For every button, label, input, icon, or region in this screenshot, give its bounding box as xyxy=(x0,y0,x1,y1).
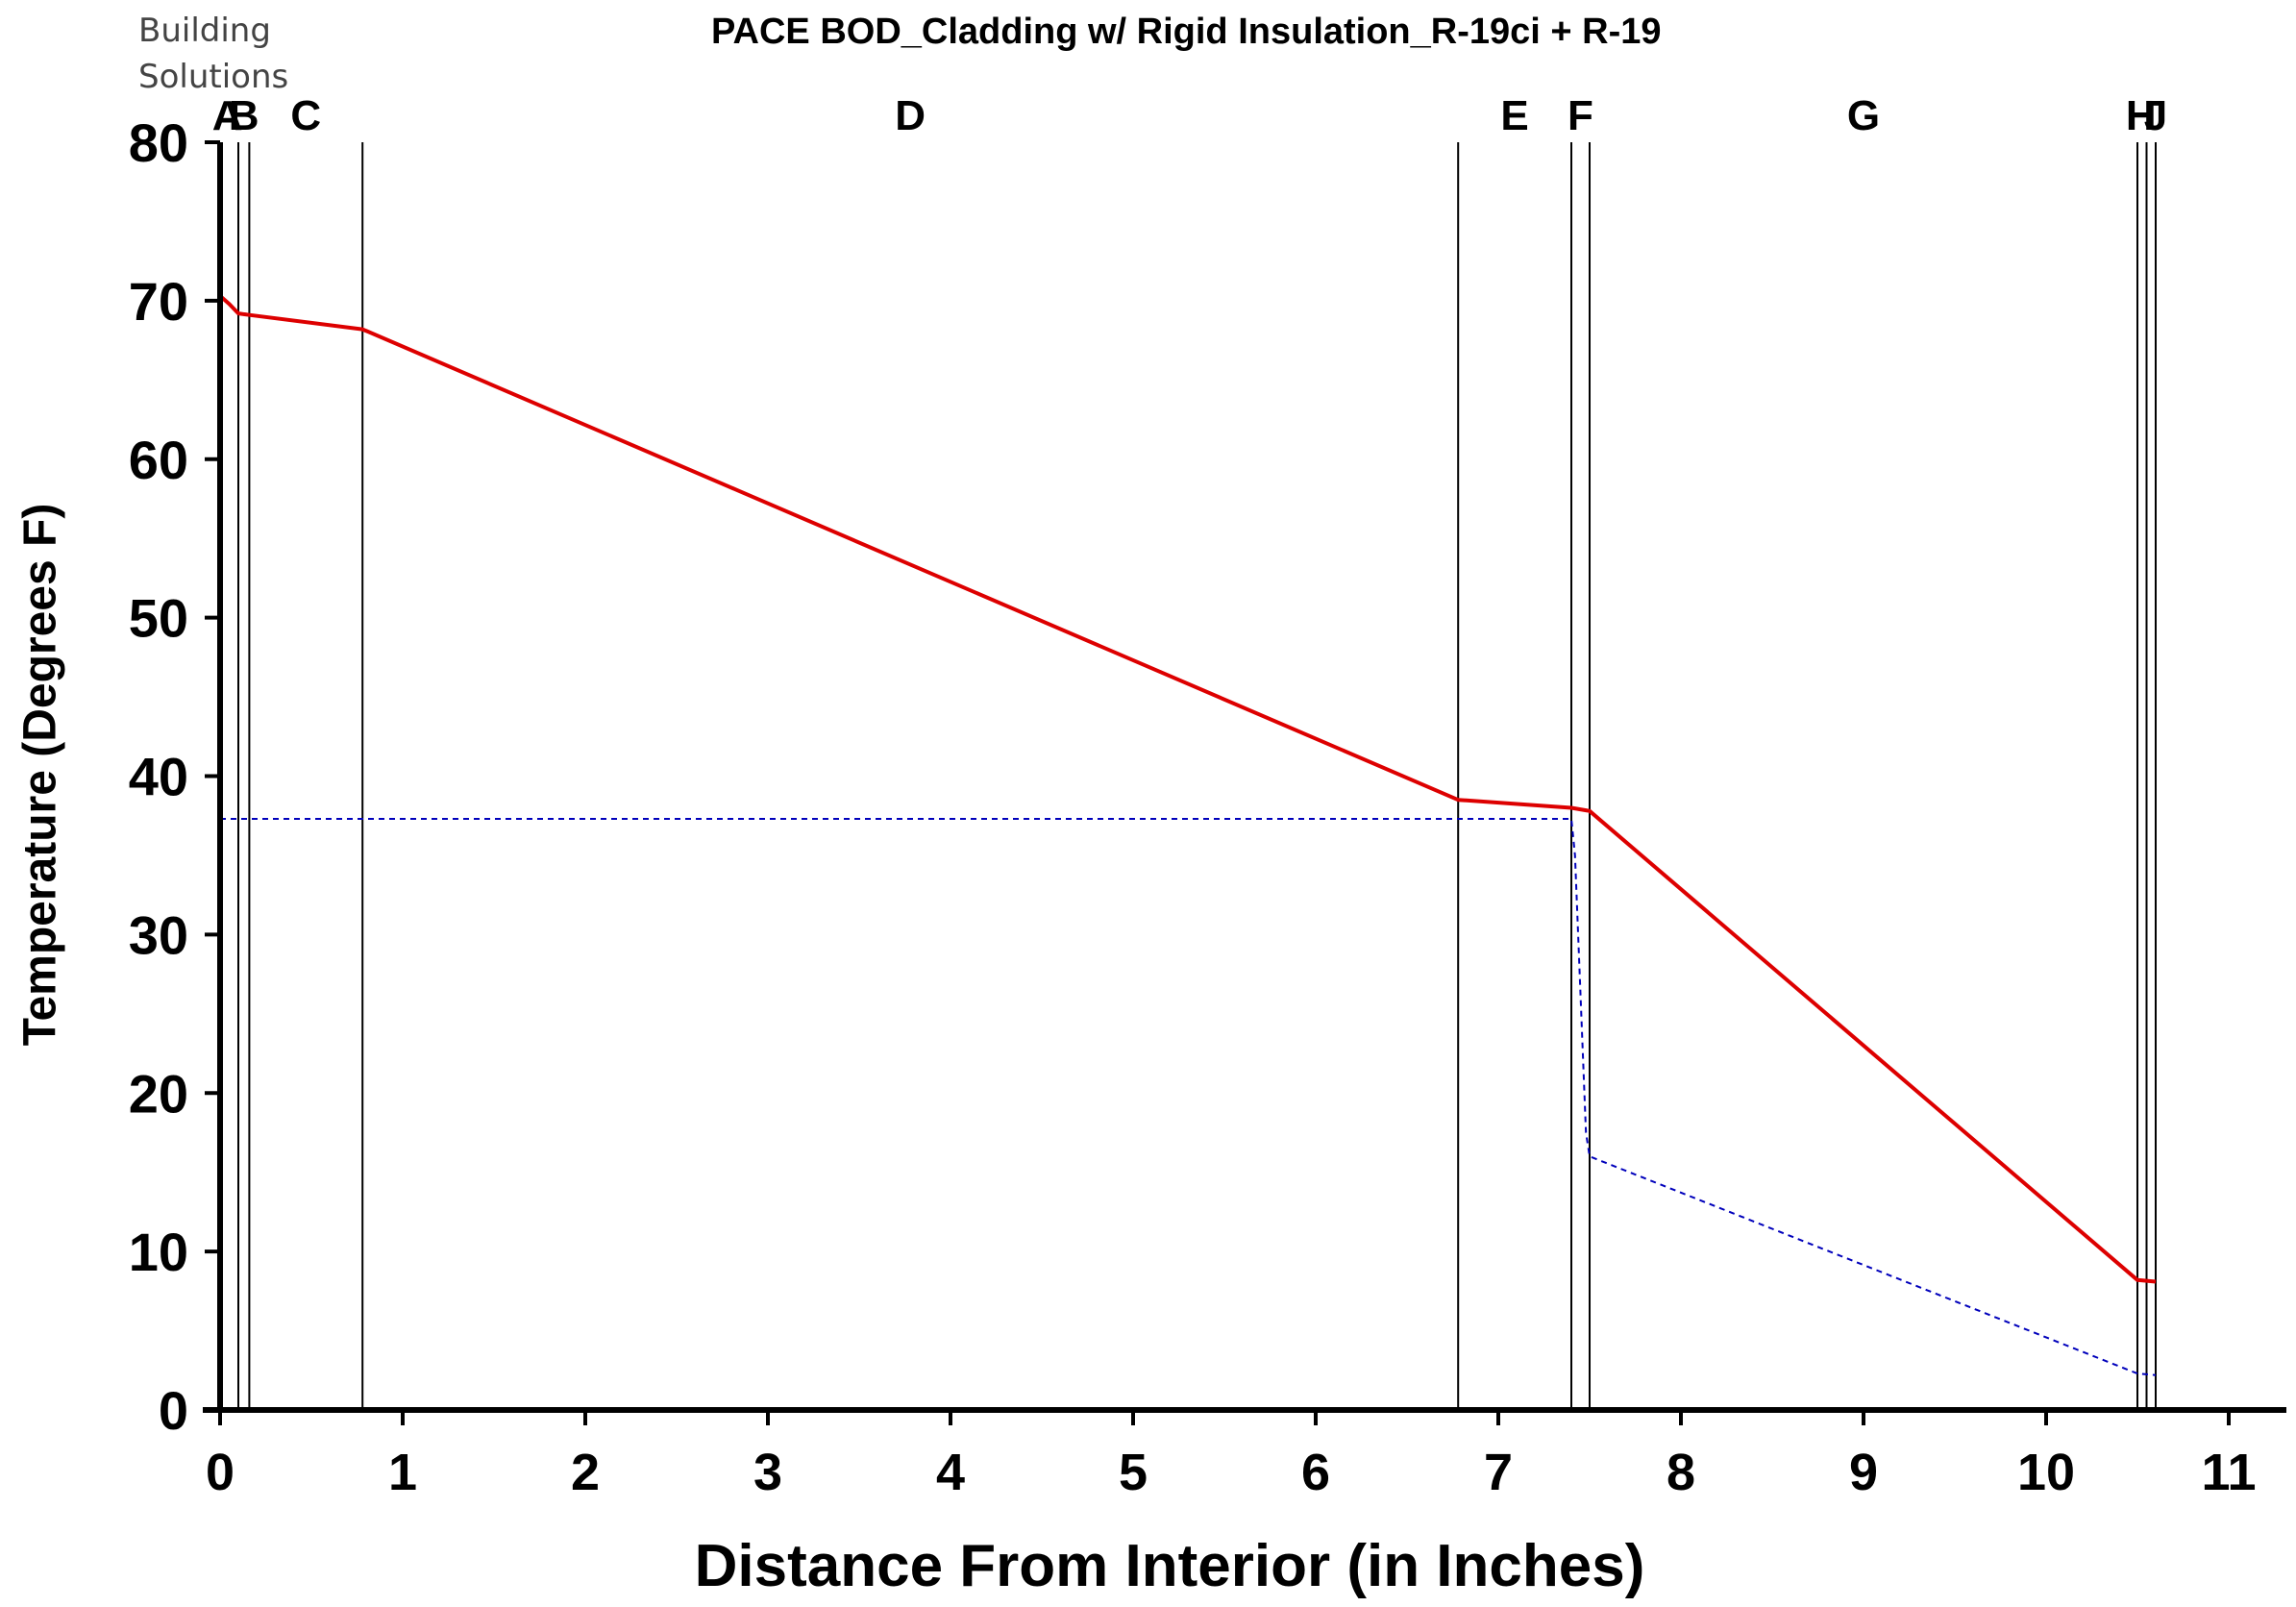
layer-label-e: E xyxy=(1500,92,1528,139)
layer-boundaries xyxy=(219,142,2157,1410)
y-axis-ticks: 0 10 20 30 40 50 60 70 80 xyxy=(129,112,220,1441)
y-tick-label: 70 xyxy=(129,271,188,332)
x-tick-label: 11 xyxy=(2201,1444,2256,1501)
x-tick-label: 8 xyxy=(1666,1444,1695,1501)
y-axis-label: Temperature (Degrees F) xyxy=(14,503,66,1047)
y-tick-label: 60 xyxy=(129,430,188,490)
y-tick-label: 80 xyxy=(129,112,188,173)
layer-label-d: D xyxy=(895,92,926,139)
x-tick-label: 3 xyxy=(753,1444,782,1501)
layer-label-j: J xyxy=(2144,92,2167,139)
x-axis-ticks: 0 1 2 3 4 5 6 7 8 9 10 11 xyxy=(206,1410,2257,1501)
dew-point-line xyxy=(220,818,2157,1376)
y-tick-label: 20 xyxy=(129,1063,188,1124)
layer-label-g: G xyxy=(1847,92,1880,139)
y-tick-label: 10 xyxy=(129,1222,188,1282)
y-tick-label: 0 xyxy=(159,1380,188,1441)
axes xyxy=(203,142,2286,1413)
y-tick-label: 30 xyxy=(129,904,188,965)
brand-line-2: Solutions xyxy=(138,58,289,96)
layer-label-f: F xyxy=(1568,92,1593,139)
x-tick-label: 6 xyxy=(1301,1444,1330,1501)
x-tick-label: 2 xyxy=(571,1444,600,1501)
x-tick-label: 5 xyxy=(1119,1444,1148,1501)
y-tick-label: 40 xyxy=(129,747,188,807)
chart-title: PACE BOD_Cladding w/ Rigid Insulation_R-… xyxy=(711,12,1662,52)
layer-labels: AB C D E F G HIJ xyxy=(212,92,2168,139)
x-tick-label: 0 xyxy=(206,1444,235,1501)
layer-label-c: C xyxy=(290,92,321,139)
x-tick-label: 4 xyxy=(936,1444,965,1501)
series-lines xyxy=(218,294,2157,1376)
y-tick-label: 50 xyxy=(129,588,188,649)
x-axis-label: Distance From Interior (in Inches) xyxy=(694,1533,1645,1599)
layer-label-h: H xyxy=(2126,92,2157,139)
x-tick-label: 10 xyxy=(2017,1444,2075,1501)
layer-label-b: B xyxy=(229,92,259,139)
temperature-line xyxy=(218,294,2157,1284)
layer-label-a: A xyxy=(212,92,243,139)
layer-label-i: I xyxy=(2143,92,2155,139)
brand-line-1: Building xyxy=(138,12,271,50)
x-tick-label: 7 xyxy=(1484,1444,1513,1501)
x-tick-label: 1 xyxy=(388,1444,417,1501)
x-tick-label: 9 xyxy=(1849,1444,1878,1501)
